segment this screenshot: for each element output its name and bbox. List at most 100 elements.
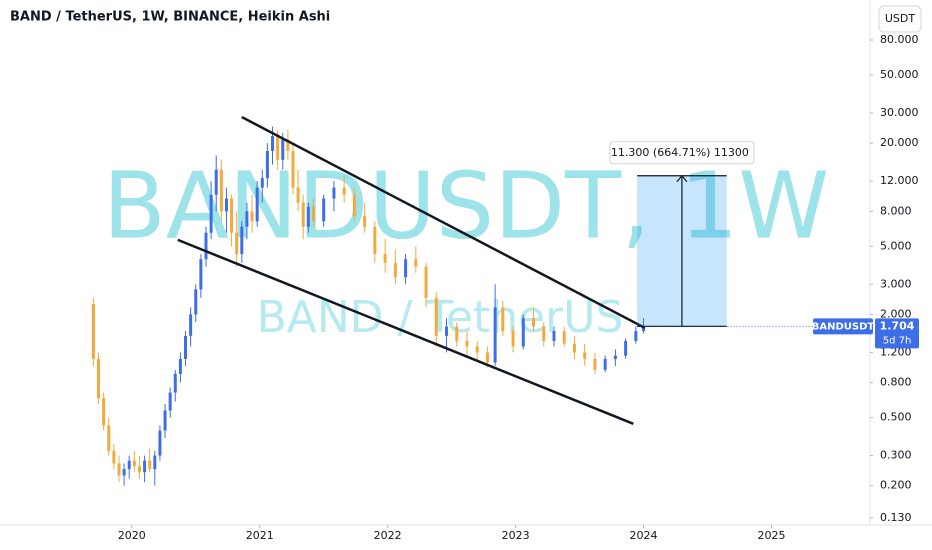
candle-body	[235, 232, 239, 255]
candle-body	[613, 355, 617, 359]
currency-label[interactable]: USDT	[885, 12, 916, 25]
candle-body	[189, 314, 193, 336]
y-tick-label: 0.200	[880, 479, 912, 492]
candle-body	[455, 326, 459, 341]
candle-body	[501, 307, 505, 332]
trendline	[241, 115, 646, 329]
candle-body	[593, 358, 597, 370]
y-tick-label: 0.130	[880, 511, 912, 524]
candle-body	[434, 297, 438, 336]
candle-body	[445, 326, 449, 336]
candle-body	[642, 326, 646, 332]
candle-body	[97, 358, 101, 399]
candle-body	[281, 139, 285, 160]
candle-body	[296, 187, 300, 203]
x-tick-label: 2020	[118, 529, 146, 542]
y-tick-label: 5.000	[880, 239, 912, 252]
x-tick-label: 2021	[246, 529, 274, 542]
candle-body	[306, 206, 310, 227]
candle-body	[634, 331, 638, 341]
candle-body	[127, 460, 131, 470]
candle-body	[521, 318, 525, 347]
candle-body	[404, 259, 408, 278]
candle-body	[260, 178, 264, 188]
candle-body	[322, 198, 326, 222]
symbol-tag-label: BANDUSDT	[812, 321, 875, 332]
candle-body	[122, 469, 126, 476]
price-tag	[875, 318, 919, 349]
measure-label-box	[609, 141, 755, 165]
candle-body	[163, 410, 167, 431]
candle-body	[291, 150, 295, 188]
x-tick-label: 2025	[757, 529, 785, 542]
chart-title: BAND / TetherUS, 1W, BINANCE, Heikin Ash…	[10, 10, 330, 25]
candle-body	[102, 398, 106, 426]
candle-body	[91, 304, 95, 359]
y-tick-label: 30.000	[880, 106, 919, 119]
y-tick-label: 20.000	[880, 136, 919, 149]
measure-label: 11.300 (664.71%) 11300	[611, 146, 749, 159]
candle-body	[363, 216, 367, 227]
measure-arrowhead	[676, 174, 688, 183]
x-tick-label: 2023	[502, 529, 530, 542]
candle-body	[230, 198, 234, 233]
candle-body	[204, 232, 208, 260]
candle-body	[414, 259, 418, 267]
candle-body	[332, 187, 336, 199]
countdown-label: 5d 7h	[883, 335, 912, 346]
candle-body	[475, 346, 479, 353]
currency-button[interactable]	[878, 5, 922, 33]
candle-body	[271, 136, 275, 151]
watermark-subtitle: BAND / TetherUS	[257, 292, 624, 343]
candle-body	[276, 136, 280, 160]
price-tag-label: 1.704	[880, 319, 915, 332]
candle-body	[245, 211, 249, 227]
y-tick-label: 80.000	[880, 33, 919, 46]
candle-body	[572, 343, 576, 353]
candle-body	[255, 187, 259, 222]
candle-body	[250, 211, 254, 222]
x-tick-label: 2022	[374, 529, 402, 542]
y-tick-label: 8.000	[880, 204, 912, 217]
x-tick-label: 2024	[630, 529, 658, 542]
candle-body	[224, 198, 228, 212]
candle-body	[173, 373, 177, 393]
candle-body	[219, 169, 223, 212]
candle-body	[393, 262, 397, 278]
y-tick-label: 50.000	[880, 68, 919, 81]
candle-body	[383, 254, 387, 263]
symbol-tag	[813, 318, 873, 335]
candle-body	[485, 352, 489, 363]
candle-body	[311, 206, 315, 222]
y-tick-label: 1.200	[880, 345, 912, 358]
y-tick-label: 0.800	[880, 376, 912, 389]
candle-body	[137, 466, 141, 473]
candle-body	[511, 331, 515, 347]
y-tick-label: 3.000	[880, 277, 912, 290]
watermark: BANDUSDT, 1W	[103, 152, 829, 259]
candle-body	[117, 463, 121, 476]
y-tick-label: 0.500	[880, 411, 912, 424]
candle-body	[240, 226, 244, 255]
candle-body	[168, 392, 172, 411]
candle-body	[624, 340, 628, 356]
candle-body	[493, 307, 497, 363]
y-tick-label: 12.000	[880, 174, 919, 187]
candle-body	[184, 335, 188, 359]
trendline	[177, 238, 634, 425]
candle-body	[603, 358, 607, 370]
candle-body	[132, 460, 136, 467]
candle-body	[265, 150, 269, 179]
candle-body	[199, 259, 203, 290]
candle-body	[153, 455, 157, 470]
candle-body	[542, 326, 546, 341]
candle-body	[552, 331, 556, 341]
candle-body	[562, 331, 566, 344]
candle-body	[465, 340, 469, 347]
y-tick-label: 2.000	[880, 307, 912, 320]
y-tick-label: 0.300	[880, 449, 912, 462]
candle-body	[301, 202, 305, 227]
candle-body	[158, 430, 162, 456]
candle-body	[112, 450, 116, 464]
